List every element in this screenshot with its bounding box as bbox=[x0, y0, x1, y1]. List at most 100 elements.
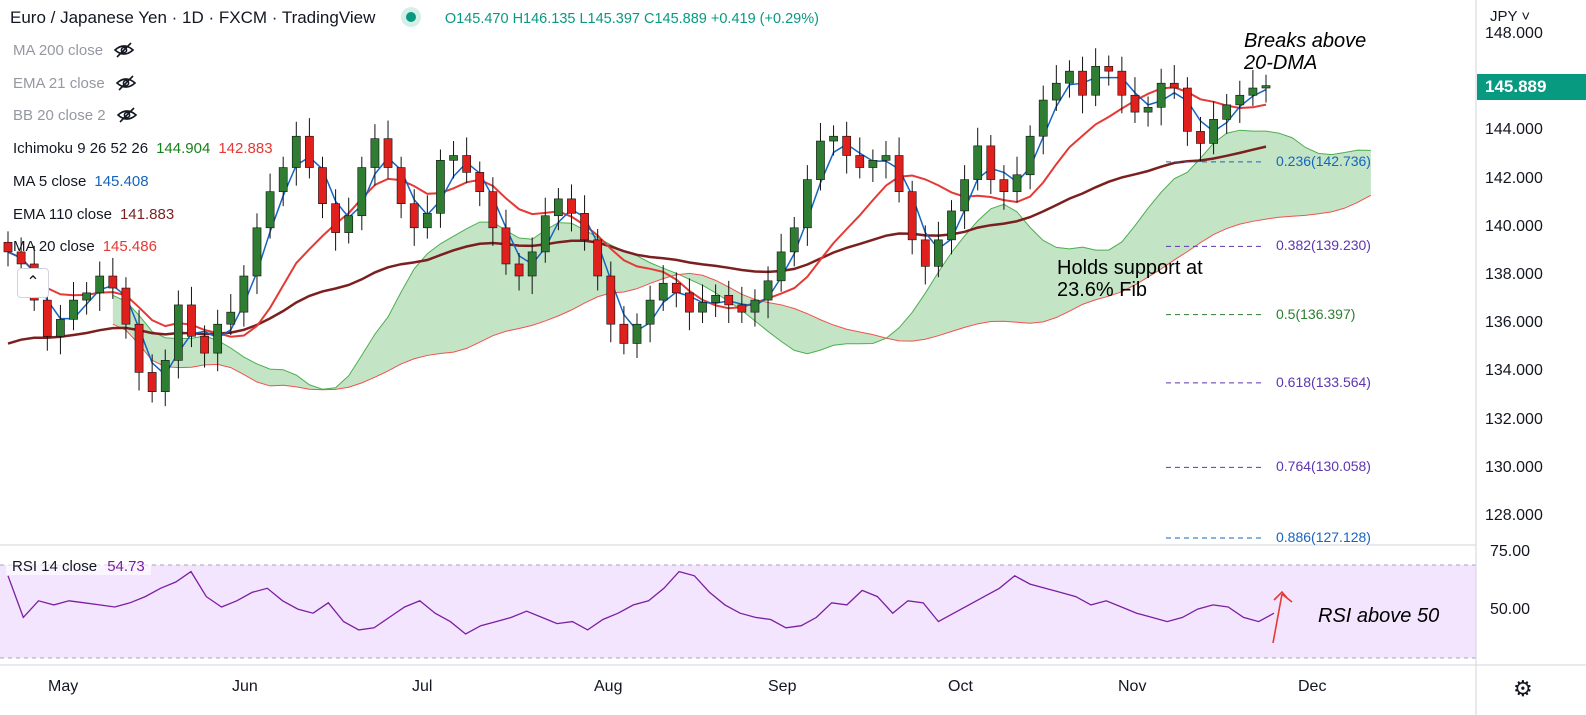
candle-body bbox=[554, 198, 563, 217]
candle-body bbox=[449, 155, 458, 161]
candle-body bbox=[475, 172, 485, 192]
candle bbox=[200, 325, 209, 368]
candle bbox=[1012, 156, 1022, 203]
month-label: Jul bbox=[412, 678, 433, 695]
candle-body bbox=[593, 239, 603, 277]
legend-ema-21-close[interactable]: EMA 21 close bbox=[13, 75, 137, 95]
annotation-breaks-20dma: Breaks above 20-DMA bbox=[1244, 30, 1367, 74]
candle-body bbox=[1196, 131, 1205, 144]
candle-body bbox=[986, 145, 996, 180]
legend-label: Ichimoku 9 26 52 26 bbox=[13, 140, 149, 158]
candle bbox=[1091, 48, 1101, 107]
price-tick-label: 142.000 bbox=[1485, 169, 1543, 187]
price-tick-label: 140.000 bbox=[1485, 217, 1543, 235]
candle bbox=[187, 286, 196, 348]
price-tick-label: 134.000 bbox=[1485, 362, 1543, 380]
candle-body bbox=[200, 335, 209, 354]
hidden-eye-icon[interactable] bbox=[116, 107, 138, 127]
candle bbox=[645, 285, 655, 343]
collapse-legend-button[interactable]: ⌃ bbox=[17, 268, 49, 298]
candle-body bbox=[370, 138, 380, 168]
currency-selector[interactable]: JPY ˅ bbox=[1490, 8, 1531, 25]
candle-body bbox=[671, 282, 681, 294]
candle-body bbox=[462, 155, 472, 173]
candle bbox=[1117, 56, 1127, 114]
settings-gear-icon[interactable]: ⚙ bbox=[1513, 676, 1533, 701]
candle-body bbox=[318, 167, 327, 205]
candle-body bbox=[606, 275, 616, 325]
candle-body bbox=[960, 179, 969, 212]
candle-body bbox=[1156, 82, 1166, 108]
annotation-holds-support: Holds support at 23.6% Fib bbox=[1057, 257, 1203, 301]
rsi-legend[interactable]: RSI 14 close 54.73 bbox=[6, 558, 151, 575]
legend-ichimoku-9-26-52-26[interactable]: Ichimoku 9 26 52 26 144.904 142.883 bbox=[13, 140, 273, 157]
candle bbox=[95, 261, 105, 311]
legend-ma-200-close[interactable]: MA 200 close bbox=[13, 42, 135, 62]
candle-body bbox=[1065, 70, 1074, 84]
candle-body bbox=[1078, 70, 1087, 96]
candle bbox=[1143, 96, 1153, 127]
candle bbox=[934, 221, 943, 278]
fib-level-label: 0.236(142.736) bbox=[1276, 152, 1371, 169]
hidden-eye-icon[interactable] bbox=[113, 42, 135, 62]
candle bbox=[698, 284, 707, 323]
legend-label: MA 5 close bbox=[13, 172, 87, 190]
legend-ema-110-close[interactable]: EMA 110 close 141.883 bbox=[13, 206, 174, 223]
ichimoku-cloud bbox=[112, 130, 1371, 390]
legend-label: EMA 21 close bbox=[13, 74, 105, 92]
legend-value: 145.486 bbox=[102, 238, 157, 256]
candle bbox=[593, 229, 603, 291]
candle bbox=[816, 122, 825, 191]
candle-body bbox=[855, 155, 865, 168]
symbol-title[interactable]: Euro / Japanese Yen · 1D · FXCM · Tradin… bbox=[10, 8, 376, 27]
legend-label: MA 200 close bbox=[13, 42, 104, 59]
price-tick-label: 130.000 bbox=[1485, 458, 1543, 476]
candle-body bbox=[226, 311, 236, 325]
candle-body bbox=[1038, 99, 1048, 137]
candle-body bbox=[685, 292, 694, 313]
fib-level-label: 0.382(139.230) bbox=[1276, 237, 1371, 254]
candle bbox=[829, 125, 838, 156]
hidden-eye-icon[interactable] bbox=[115, 75, 137, 95]
chart-header: Euro / Japanese Yen · 1D · FXCM · Tradin… bbox=[10, 8, 819, 28]
candle-body bbox=[187, 304, 196, 337]
candle-body bbox=[42, 299, 52, 337]
candle bbox=[226, 294, 236, 336]
candle-body bbox=[973, 145, 983, 180]
candle-body bbox=[1183, 87, 1192, 132]
candle-body bbox=[56, 319, 65, 337]
market-status-dot bbox=[406, 12, 417, 22]
candle bbox=[580, 195, 589, 251]
candle bbox=[514, 253, 524, 291]
candle bbox=[1196, 116, 1205, 162]
price-tick-label: 144.000 bbox=[1485, 121, 1543, 139]
candle bbox=[1051, 65, 1061, 111]
legend-ma-5-close[interactable]: MA 5 close 145.408 bbox=[13, 173, 149, 190]
candle-body bbox=[3, 241, 13, 253]
candle-body bbox=[82, 292, 91, 301]
candle bbox=[920, 225, 930, 285]
candle-body bbox=[16, 251, 26, 265]
candle-body bbox=[724, 294, 734, 306]
candle-body bbox=[173, 304, 183, 361]
month-label: Oct bbox=[948, 678, 973, 695]
legend-ma-20-close[interactable]: MA 20 close 145.486 bbox=[13, 238, 157, 255]
candle bbox=[56, 304, 65, 355]
candle bbox=[265, 173, 275, 239]
candle bbox=[252, 213, 262, 295]
candle-body bbox=[540, 215, 550, 253]
month-label: May bbox=[48, 678, 79, 695]
legend-label: BB 20 close 2 bbox=[13, 107, 106, 125]
candle bbox=[868, 149, 878, 183]
candle-body bbox=[278, 167, 288, 192]
candle bbox=[305, 118, 314, 179]
candle bbox=[999, 165, 1009, 210]
candle bbox=[69, 282, 78, 331]
candle bbox=[409, 189, 419, 246]
legend-bb-20-close-2[interactable]: BB 20 close 2 bbox=[13, 107, 138, 127]
candle-body bbox=[999, 179, 1009, 192]
candle-body bbox=[816, 140, 825, 180]
candle bbox=[855, 137, 865, 179]
candle-body bbox=[501, 227, 511, 265]
